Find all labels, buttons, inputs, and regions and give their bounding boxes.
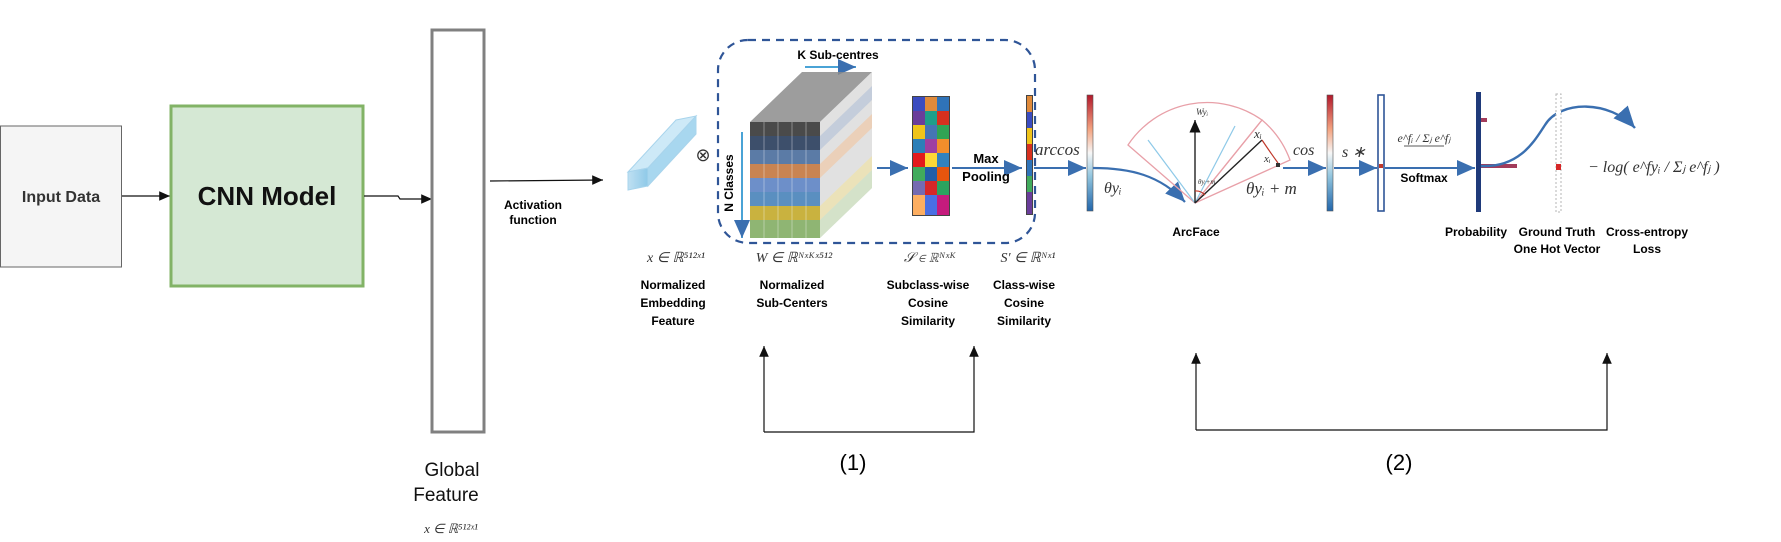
caption-class-2: Cosine [1004, 296, 1044, 310]
subclass-similarity-matrix [912, 96, 950, 216]
theta-m-small-label: θyᵢ+m [1198, 178, 1215, 186]
ground-truth-caption-1: Ground Truth [1519, 225, 1596, 239]
n-classes-label: N Classes [722, 154, 736, 212]
arcface-angle-graphic: Wyᵢ xᵢ xᵢ θyᵢ+m [1127, 101, 1291, 204]
subcenter-dashed-box [716, 38, 1037, 245]
step-2-label: (2) [1386, 450, 1413, 475]
embedding-vector-graphic [626, 114, 698, 191]
k-subcentres-label: K Sub-centres [797, 48, 879, 62]
max-pooling-label-1: Max [973, 151, 999, 166]
cnn-model-label: CNN Model [198, 181, 337, 211]
theta-plus-m-label: θyᵢ + m [1246, 179, 1297, 198]
caption-class-3: Similarity [997, 314, 1051, 328]
scaled-logits-vector [1377, 94, 1385, 212]
classwise-similarity-vector [1026, 95, 1033, 215]
caption-subcenters: Normalized Sub-Centers [756, 278, 828, 310]
embed-math: x ∈ ℝ⁵¹²ˣ¹ [646, 251, 705, 266]
ce-loss-caption-2: Loss [1633, 242, 1661, 256]
caption-embed-3: Feature [651, 314, 695, 328]
global-feature-label-2: Feature [413, 485, 478, 506]
caption-subcenters-1: Normalized [760, 278, 825, 292]
x-i-label-2: xᵢ [1263, 153, 1271, 165]
global-feature-math: x ∈ ℝ⁵¹²ˣ¹ [423, 521, 478, 536]
s-subclass-math: 𝒮 ∈ ℝᴺˣᴷ [904, 251, 956, 266]
w-subcenters-math: W ∈ ℝᴺˣᴷˣ⁵¹² [756, 251, 833, 266]
scaled-logits-mark [1379, 164, 1383, 168]
probability-vector [1476, 92, 1517, 212]
ground-truth-caption-2: One Hot Vector [1514, 242, 1601, 256]
cnn-model-block: CNN Model [169, 104, 365, 288]
global-feature-block: Global Feature x ∈ ℝ⁵¹²ˣ¹ [413, 28, 486, 536]
caption-subclass-2: Cosine [908, 296, 948, 310]
loss-formula: − log( e^fyᵢ / Σⱼ e^fⱼ ) [1588, 159, 1720, 176]
caption-class-1: Class-wise [993, 278, 1055, 292]
caption-class-sim: Class-wise Cosine Similarity [993, 278, 1055, 328]
input-data-label: Input Data [22, 189, 100, 206]
activation-label-2: function [509, 213, 556, 227]
arcface-caption: ArcFace [1172, 225, 1220, 239]
probability-caption: Probability [1445, 225, 1507, 239]
step-2-bracket [1191, 353, 1612, 431]
caption-subclass-1: Subclass-wise [887, 278, 970, 292]
step-1-bracket [759, 346, 979, 433]
arrow-into-arcface [1092, 166, 1186, 203]
step-1-label: (1) [840, 450, 867, 475]
caption-embed-2: Embedding [640, 296, 705, 310]
x-i-label: xᵢ [1253, 126, 1262, 141]
s-classwise-math: S′ ∈ ℝᴺˣ¹ [1001, 251, 1056, 266]
caption-embedding: Normalized Embedding Feature [640, 278, 705, 328]
ce-loss-caption-1: Cross-entropy [1606, 225, 1688, 239]
one-hot-vector [1555, 93, 1562, 213]
caption-subclass-sim: Subclass-wise Cosine Similarity [887, 278, 970, 328]
softmax-formula: e^fᵢ / Σⱼ e^fⱼ [1397, 131, 1451, 145]
cos-label: cos [1293, 142, 1314, 159]
arrow-activation [489, 175, 604, 185]
tensor-product-symbol: ⊗ [695, 145, 710, 165]
arrow-to-loss [1480, 105, 1636, 168]
activation-label-1: Activation [504, 198, 562, 212]
arrow-cnn-to-feature [364, 194, 432, 204]
arccos-label: arccos [1035, 140, 1080, 159]
global-feature-label-1: Global [425, 460, 480, 481]
subcenter-tensor-cube [750, 72, 872, 238]
theta-heat-vector [1086, 94, 1094, 212]
input-data-block: Input Data [0, 125, 122, 268]
s-times-label: s ∗ [1342, 144, 1366, 161]
caption-embed-1: Normalized [641, 278, 706, 292]
w-yi-label: Wyᵢ [1196, 107, 1209, 117]
theta-yi-label: θyᵢ [1104, 180, 1122, 197]
caption-subclass-3: Similarity [901, 314, 955, 328]
cos-heat-vector [1326, 94, 1334, 212]
caption-subcenters-2: Sub-Centers [756, 296, 828, 310]
softmax-caption: Softmax [1400, 171, 1448, 185]
max-pooling-label-2: Pooling [962, 169, 1010, 184]
